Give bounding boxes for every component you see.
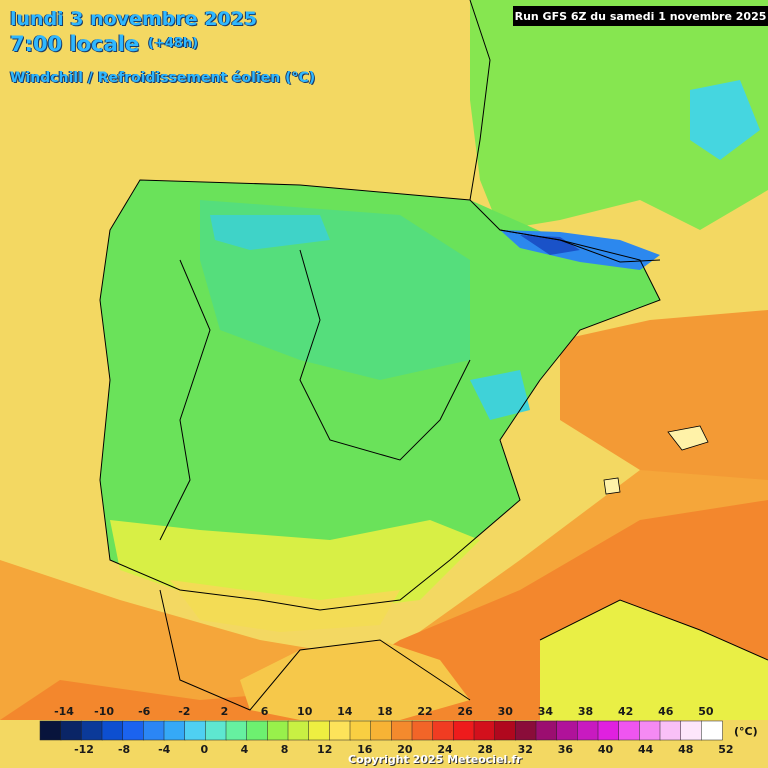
legend-swatch xyxy=(515,720,537,741)
legend-tick-top: -6 xyxy=(138,705,151,718)
legend-swatch xyxy=(329,720,351,741)
legend-swatch xyxy=(473,720,496,741)
balearic-sea xyxy=(560,310,768,480)
legend-swatch xyxy=(287,720,310,741)
legend-swatch xyxy=(659,720,682,741)
legend-tick-bottom: 52 xyxy=(718,743,734,756)
legend-swatch xyxy=(101,720,124,741)
mallorca xyxy=(667,425,709,451)
legend-tick-top: 26 xyxy=(457,705,473,718)
legend-tick-top: 34 xyxy=(537,705,554,718)
legend-tick-bottom: 40 xyxy=(597,743,614,756)
legend-unit: (°C) xyxy=(734,725,758,738)
legend-swatch xyxy=(246,720,269,741)
legend-tick-top: 46 xyxy=(658,705,674,718)
legend-tick-top: -14 xyxy=(54,705,74,718)
legend-tick-top: -10 xyxy=(94,705,115,718)
legend-swatch xyxy=(411,720,434,741)
legend-swatch xyxy=(349,720,372,741)
legend-tick-bottom: 24 xyxy=(437,743,453,756)
legend-swatch xyxy=(701,720,723,741)
legend-tick-top: 2 xyxy=(220,705,229,718)
pyrenees-core xyxy=(520,235,580,255)
legend-swatch xyxy=(639,720,661,741)
morocco-north xyxy=(240,640,470,720)
legend-tick-top: 22 xyxy=(417,705,433,718)
legend-swatch xyxy=(597,720,620,741)
legend-swatch xyxy=(391,720,413,741)
legend-swatch xyxy=(432,720,455,741)
color-legend xyxy=(39,720,723,741)
legend-tick-top: 42 xyxy=(617,705,634,718)
forecast-date: lundi 3 novembre 2025 xyxy=(10,8,258,30)
legend-swatch xyxy=(267,720,289,741)
legend-tick-top: 18 xyxy=(377,705,393,718)
legend-tick-bottom: 44 xyxy=(637,743,654,756)
coastlines xyxy=(99,0,768,711)
legend-swatch xyxy=(680,720,703,741)
legend-swatch xyxy=(81,720,103,741)
legend-tick-bottom: 48 xyxy=(678,743,694,756)
legend-swatch xyxy=(556,720,579,741)
legend-swatch xyxy=(163,720,186,741)
run-banner: Run GFS 6Z du samedi 1 novembre 2025 xyxy=(513,6,768,26)
legend-swatch xyxy=(577,720,599,741)
legend-swatch xyxy=(39,720,62,741)
legend-swatch xyxy=(535,720,558,741)
legend-swatch xyxy=(308,720,331,741)
legend-swatch xyxy=(453,720,475,741)
legend-tick-top: 50 xyxy=(698,705,714,718)
cantabria-cold xyxy=(210,215,330,250)
legend-swatch xyxy=(122,720,145,741)
legend-swatch xyxy=(225,720,248,741)
legend-tick-top: 30 xyxy=(497,705,513,718)
legend-tick-bottom: 0 xyxy=(200,743,209,756)
legend-tick-bottom: 4 xyxy=(240,743,249,756)
legend-tick-bottom: 16 xyxy=(357,743,373,756)
south-coast xyxy=(170,580,400,632)
legend-tick-top: 10 xyxy=(297,705,313,718)
iberic-range-cold xyxy=(470,370,530,420)
legend-tick-bottom: -12 xyxy=(74,743,94,756)
legend-tick-bottom: -4 xyxy=(158,743,171,756)
legend-tick-bottom: 8 xyxy=(280,743,289,756)
legend-tick-bottom: 12 xyxy=(317,743,333,756)
legend-swatch xyxy=(618,720,641,741)
legend-swatch xyxy=(184,720,207,741)
forecast-time: 7:00 locale xyxy=(10,32,140,56)
copyright-text: Copyright 2025 Meteociel.fr xyxy=(348,753,522,766)
ibiza xyxy=(603,477,621,495)
legend-tick-bottom: 36 xyxy=(557,743,574,756)
variable-title: Windchill / Refroidissement éolien (°C) xyxy=(10,70,316,86)
alps-cold xyxy=(690,80,760,160)
algeria-coast xyxy=(540,600,768,720)
legend-swatch xyxy=(60,720,83,741)
legend-tick-bottom: 28 xyxy=(477,743,493,756)
legend-tick-top: 14 xyxy=(337,705,353,718)
legend-tick-top: 6 xyxy=(260,705,269,718)
legend-tick-bottom: 20 xyxy=(397,743,413,756)
legend-tick-top: 38 xyxy=(577,705,594,718)
legend-swatch xyxy=(494,720,517,741)
legend-tick-bottom: 32 xyxy=(517,743,533,756)
legend-tick-bottom: -8 xyxy=(117,743,131,756)
forecast-offset: (+48h) xyxy=(148,36,199,51)
france-land xyxy=(470,0,768,230)
legend-swatch xyxy=(143,720,165,741)
legend-tick-top: -2 xyxy=(178,705,191,718)
legend-swatch xyxy=(205,720,227,741)
legend-swatch xyxy=(370,720,393,741)
